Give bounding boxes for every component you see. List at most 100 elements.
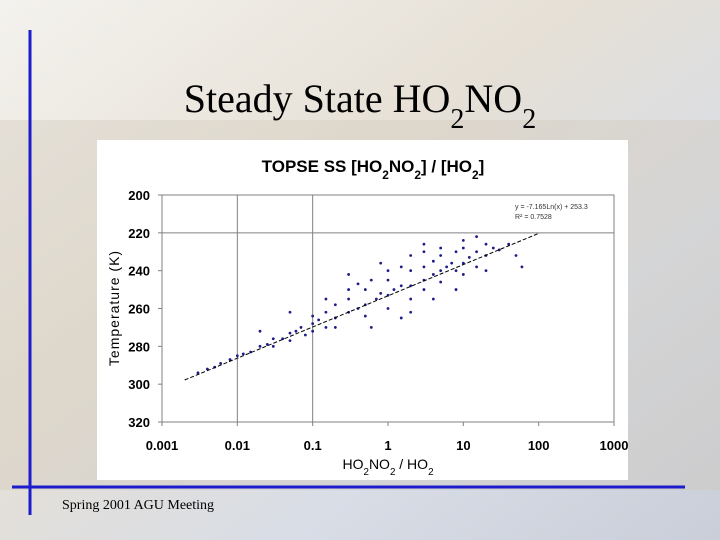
scatter-point [311,322,315,326]
scatter-point [288,339,292,343]
scatter-point [392,288,396,291]
chart-panel [97,140,628,480]
scatter-point [484,269,488,273]
scatter-point [258,344,262,348]
scatter-point [271,337,275,341]
scatter-point [356,282,360,286]
scatter-point [288,331,292,335]
scatter-point [271,344,275,348]
scatter-point [333,303,337,307]
scatter-point [294,329,298,333]
scatter-point [235,354,239,358]
text-segment: TOPSE SS [HO [262,157,383,176]
x-tick-label: 10 [456,438,470,453]
text-segment: 2 [522,104,536,135]
scatter-point [497,248,501,252]
text-segment: 2 [363,467,368,478]
scatter-point [299,326,303,329]
scatter-point [347,297,351,301]
y-axis-label: Temperature (K) [106,250,122,366]
scatter-point [196,371,200,375]
scatter-point [324,326,328,329]
x-tick-label: 1000 [600,438,629,453]
scatter-point [409,254,413,257]
scatter-point [317,318,321,322]
scatter-point [324,310,328,314]
scatter-point [333,326,337,329]
scatter-point [475,250,478,254]
scatter-point [439,269,443,273]
scatter-point [450,261,454,265]
scatter-point [374,297,378,301]
scatter-point [386,307,390,310]
scatter-point [514,254,518,257]
scatter-point [422,250,426,254]
scatter-point [431,297,435,301]
scatter-point [422,242,426,246]
scatter-point [369,278,373,282]
scatter-point [409,269,413,273]
scatter-point [205,367,209,371]
scatter-point [475,235,478,239]
scatter-point [399,284,403,288]
scatter-point [461,239,465,242]
scatter-point [386,269,390,273]
scatter-point [386,278,390,282]
scatter-point [484,242,488,246]
text-segment: / HO [395,456,428,472]
x-tick-label: 0.1 [304,438,322,453]
x-tick-label: 1 [384,438,391,453]
scatter-point [219,361,223,365]
scatter-point [445,265,449,269]
text-segment: Steady State HO [184,76,451,121]
scatter-point [461,246,465,250]
scatter-point [467,256,471,259]
slide-footer: Spring 2001 AGU Meeting [62,498,214,513]
y-tick-label: 240 [128,264,150,279]
scatter-point [461,273,465,276]
scatter-point [241,352,245,356]
x-tick-label: 100 [528,438,550,453]
scatter-point [431,273,435,276]
x-axis-label: HO2NO2 / HO2 [342,456,433,478]
scatter-point [491,246,495,250]
text-segment: 2 [428,467,433,478]
scatter-point [228,358,232,361]
text-segment: 2 [414,168,421,182]
scatter-point [363,314,367,318]
fit-annotation: R² = 0.7528 [515,214,552,221]
y-tick-label: 280 [128,339,150,354]
scatter-point [409,297,413,301]
scatter-point [311,329,315,333]
trendline [184,232,539,381]
scatter-point [379,291,383,295]
text-segment: ] [479,157,485,176]
scatter-point [454,250,458,254]
text-segment: 2 [450,104,464,135]
scatter-point [324,297,328,301]
scatter-point [303,333,307,337]
scatter-point [363,288,367,291]
scatter-point [399,265,403,269]
text-segment: ] / [HO [421,157,472,176]
scatter-point [454,288,458,291]
slide-title: Steady State HO2NO2 [184,76,536,135]
x-tick-label: 0.01 [225,438,250,453]
text-segment: NO [464,76,522,121]
scatter-point [311,314,315,318]
scatter-point [347,288,351,291]
scatter-point [369,326,373,329]
scatter-point [507,242,511,246]
y-tick-label: 260 [128,302,150,317]
scatter-point [422,265,426,269]
scatter-point [258,329,262,333]
scatter-point [379,261,383,265]
text-segment: NO [389,157,415,176]
text-segment: NO [369,456,390,472]
scatter-point [431,259,435,263]
text-segment: 2 [472,168,479,182]
scatter-point [288,310,292,314]
scatter-point [249,350,252,354]
